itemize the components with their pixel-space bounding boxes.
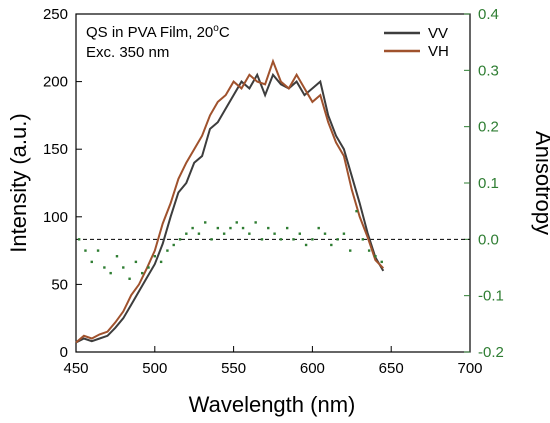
anisotropy-point: [304, 243, 308, 247]
anisotropy-point: [90, 260, 93, 264]
anisotropy-point: [267, 226, 270, 230]
anisotropy-point: [140, 271, 144, 275]
y-left-tick-label: 250: [43, 6, 68, 23]
anisotropy-point: [159, 260, 163, 264]
anisotropy-point: [216, 226, 220, 230]
anisotropy-point: [134, 260, 138, 264]
anisotropy-point: [241, 226, 245, 230]
anisotropy-point: [273, 232, 276, 235]
anisotropy-point: [197, 232, 201, 235]
y-right-tick-label: 0.0: [478, 231, 499, 248]
anisotropy-point: [103, 266, 106, 269]
anisotropy-point: [285, 226, 289, 230]
anisotropy-point: [279, 238, 283, 241]
anisotropy-point: [374, 255, 377, 258]
y-left-tick-label: 0: [60, 344, 68, 361]
anisotropy-point: [336, 238, 339, 241]
legend-label-vv: VV: [428, 25, 448, 42]
anisotropy-point: [380, 260, 383, 264]
anisotropy-point: [361, 238, 365, 241]
y-axis-right-title: Anisotropy: [531, 131, 550, 235]
anisotropy-point: [235, 221, 238, 224]
anisotropy-point: [128, 277, 131, 280]
anisotropy-point: [298, 232, 301, 235]
annotation-sample: QS in PVA Film, 20oC: [86, 23, 230, 41]
y-left-tick-label: 100: [43, 209, 68, 226]
anisotropy-point: [204, 221, 207, 224]
anisotropy-point: [191, 226, 194, 230]
y-left-tick-label: 200: [43, 74, 68, 91]
anisotropy-point: [229, 226, 232, 230]
legend: VV VH: [384, 25, 449, 60]
anisotropy-point: [254, 221, 257, 224]
anisotropy-point: [153, 255, 156, 258]
x-tick-label: 450: [63, 360, 88, 377]
anisotropy-point: [172, 243, 175, 247]
anisotropy-point: [96, 249, 100, 252]
anisotropy-point: [122, 266, 125, 269]
plot-frame: [75, 13, 471, 353]
anisotropy-point: [292, 238, 295, 241]
anisotropy-point: [260, 238, 264, 241]
x-tick-label: 550: [221, 360, 246, 377]
anisotropy-point: [109, 271, 112, 275]
anisotropy-point: [317, 226, 320, 230]
anisotropy-point: [210, 238, 213, 241]
x-tick-label: 500: [142, 360, 167, 377]
anisotropy-point: [84, 249, 87, 252]
anisotropy-point: [330, 243, 333, 247]
y-right-tick-label: -0.2: [478, 344, 504, 361]
anisotropy-point: [367, 249, 371, 252]
anisotropy-point: [342, 232, 346, 235]
anisotropy-point: [311, 238, 314, 241]
anisotropy-point: [222, 232, 226, 235]
annotation-excitation: Exc. 350 nm: [86, 44, 169, 61]
plot-area: 450 500 550 600 650 700 0 50 100 150 200 250 -0.2 -0.…: [43, 6, 504, 377]
y-right-tick-label: 0.3: [478, 62, 499, 79]
y-right-tick-label: -0.1: [478, 288, 504, 305]
anisotropy-point: [349, 249, 352, 252]
anisotropy-point: [248, 232, 251, 235]
anisotropy-point: [185, 232, 188, 235]
anisotropy-point: [178, 238, 182, 241]
y-left-tick-label: 50: [51, 276, 68, 293]
series-line-vh: [75, 58, 385, 344]
anisotropy-point: [323, 232, 327, 235]
anisotropy-point: [77, 238, 81, 241]
anisotropy-point: [355, 209, 358, 213]
anisotropy-point: [166, 249, 169, 252]
y-right-tick-label: 0.1: [478, 175, 499, 192]
x-tick-label: 700: [457, 360, 482, 377]
x-tick-label: 650: [379, 360, 404, 377]
anisotropy-point: [147, 266, 150, 269]
y-right-tick-label: 0.4: [478, 6, 499, 23]
anisotropy-point: [115, 255, 119, 258]
legend-label-vh: VH: [428, 43, 449, 60]
x-axis-title: Wavelength (nm): [189, 392, 356, 417]
x-tick-label: 600: [300, 360, 325, 377]
series-line-vv: [75, 72, 385, 344]
y-axis-left-title: Intensity (a.u.): [6, 113, 31, 252]
y-left-tick-label: 150: [43, 141, 68, 158]
y-right-tick-label: 0.2: [478, 119, 499, 136]
